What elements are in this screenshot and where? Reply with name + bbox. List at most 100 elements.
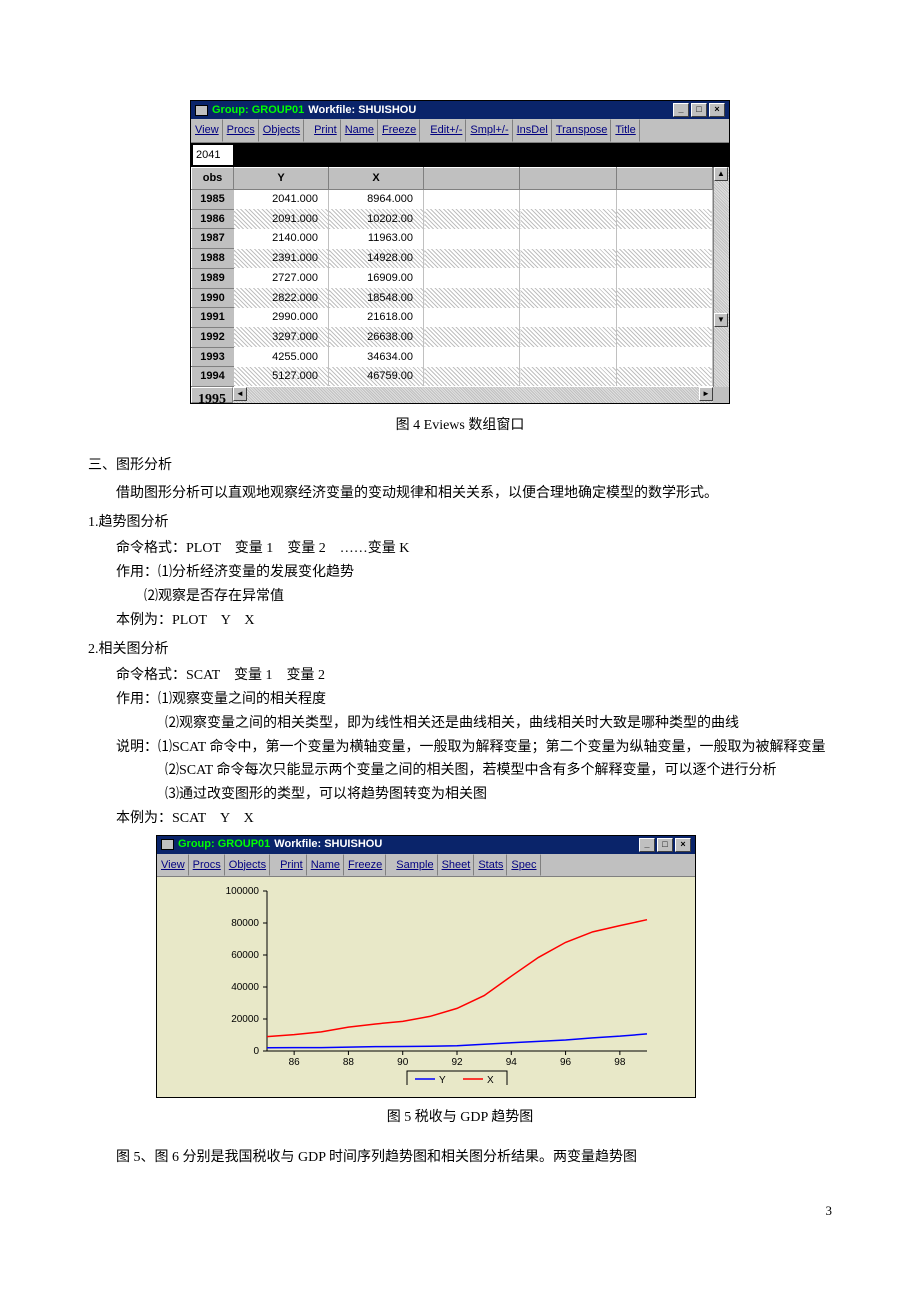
table-row[interactable]: 19934255.00034634.00 — [192, 347, 713, 367]
toolbar-btn-insdel[interactable]: InsDel — [513, 119, 552, 142]
svg-text:0: 0 — [253, 1046, 259, 1057]
window-icon — [195, 105, 208, 116]
toolbar-btn-name[interactable]: Name — [341, 119, 378, 142]
maximize-button[interactable]: □ — [657, 838, 673, 852]
toolbar-btn-name[interactable]: Name — [307, 854, 344, 877]
horizontal-scrollbar[interactable]: ◄ ► — [233, 387, 713, 403]
table-row[interactable]: 19882391.00014928.00 — [192, 249, 713, 269]
svg-text:94: 94 — [506, 1057, 518, 1068]
toolbar-btn-title[interactable]: Title — [611, 119, 639, 142]
toolbar-btn-print[interactable]: Print — [310, 119, 341, 142]
sub2-l4: 说明：⑴SCAT 命令中，第一个变量为横轴变量，一般取为解释变量；第二个变量为纵… — [88, 736, 832, 760]
sub1-l4: 本例为：PLOT Y X — [88, 609, 832, 633]
toolbar-btn-spec[interactable]: Spec — [507, 854, 540, 877]
formula-input[interactable]: 2041 — [192, 144, 234, 167]
toolbar-btn-sheet[interactable]: Sheet — [438, 854, 475, 877]
svg-text:Y: Y — [439, 1075, 446, 1085]
sub2-title: 2.相关图分析 — [88, 638, 832, 662]
sub2-l1: 命令格式：SCAT 变量 1 变量 2 — [88, 664, 832, 688]
table-row[interactable]: 19862091.00010202.00 — [192, 209, 713, 229]
page-number: 3 — [88, 1200, 832, 1222]
maximize-button[interactable]: □ — [691, 103, 707, 117]
toolbar-btn-view[interactable]: View — [191, 119, 223, 142]
minimize-button[interactable]: _ — [639, 838, 655, 852]
sub2-l5: ⑵SCAT 命令每次只能显示两个变量之间的相关图，若模型中含有多个解释变量，可以… — [88, 759, 832, 783]
toolbar-btn-procs[interactable]: Procs — [189, 854, 225, 877]
scroll-up-button[interactable]: ▲ — [714, 167, 728, 181]
svg-text:96: 96 — [560, 1057, 572, 1068]
toolbar-btn-freeze[interactable]: Freeze — [378, 119, 420, 142]
toolbar-btn-transpose[interactable]: Transpose — [552, 119, 612, 142]
sub2-l6: ⑶通过改变图形的类型，可以将趋势图转变为相关图 — [88, 783, 832, 807]
sub2-l7: 本例为：SCAT Y X — [88, 807, 832, 831]
table-row[interactable]: 19892727.00016909.00 — [192, 268, 713, 288]
figure4-caption: 图 4 Eviews 数组窗口 — [88, 414, 832, 438]
toolbar-btn-freeze[interactable]: Freeze — [344, 854, 386, 877]
sub1-l1: 命令格式：PLOT 变量 1 变量 2 ……变量 K — [88, 537, 832, 561]
scroll-left-button[interactable]: ◄ — [233, 387, 247, 401]
scroll-right-button[interactable]: ► — [699, 387, 713, 401]
svg-text:100000: 100000 — [226, 886, 260, 897]
svg-text:90: 90 — [397, 1057, 409, 1068]
window-controls: _ □ × — [673, 103, 725, 117]
col-header-y: Y — [234, 168, 329, 190]
close-button[interactable]: × — [709, 103, 725, 117]
col-header-obs: obs — [192, 168, 234, 190]
sub2-l3: ⑵观察变量之间的相关类型，即为线性相关还是曲线相关，曲线相关时大致是哪种类型的曲… — [88, 712, 832, 736]
window-icon — [161, 839, 174, 850]
table-row[interactable]: 19852041.0008964.000 — [192, 190, 713, 210]
window-title-workfile: Workfile: SHUISHOU — [274, 835, 382, 854]
minimize-button[interactable]: _ — [673, 103, 689, 117]
data-area: obsYX 19852041.0008964.00019862091.00010… — [191, 167, 729, 387]
section3-title: 三、图形分析 — [88, 454, 832, 478]
window-titlebar[interactable]: Group: GROUP01 Workfile: SHUISHOU _ □ × — [157, 836, 695, 854]
window-titlebar[interactable]: Group: GROUP01 Workfile: SHUISHOU _ □ × — [191, 101, 729, 119]
toolbar-btn-stats[interactable]: Stats — [474, 854, 507, 877]
toolbar-btn-procs[interactable]: Procs — [223, 119, 259, 142]
para1: 借助图形分析可以直观地观察经济变量的变动规律和相关关系，以便合理地确定模型的数学… — [88, 482, 832, 506]
svg-text:40000: 40000 — [231, 982, 259, 993]
eviews-data-window: Group: GROUP01 Workfile: SHUISHOU _ □ × … — [190, 100, 730, 404]
table-row[interactable]: 19912990.00021618.00 — [192, 308, 713, 328]
table-row[interactable]: 19872140.00011963.00 — [192, 229, 713, 249]
table-row[interactable]: 19945127.00046759.00 — [192, 367, 713, 387]
formula-bar: 2041 — [191, 143, 729, 168]
col-header-x: X — [329, 168, 424, 190]
vertical-scrollbar[interactable]: ▲ ▼ — [713, 167, 729, 387]
horizontal-scroll-row: 1995 ◄ ► — [191, 387, 729, 403]
toolbar-btn-objects[interactable]: Objects — [225, 854, 270, 877]
sub1-title: 1.趋势图分析 — [88, 511, 832, 535]
svg-text:88: 88 — [343, 1057, 355, 1068]
window-title-group: Group: GROUP01 — [212, 101, 304, 120]
svg-text:X: X — [487, 1075, 494, 1085]
toolbar-btn-sample[interactable]: Sample — [392, 854, 437, 877]
window-controls: _ □ × — [639, 838, 691, 852]
scroll-down-button[interactable]: ▼ — [714, 313, 728, 327]
data-table: obsYX 19852041.0008964.00019862091.00010… — [191, 167, 713, 387]
chart-area: 0200004000060000800001000008688909294969… — [157, 877, 695, 1097]
sub2-l2: 作用：⑴观察变量之间的相关程度 — [88, 688, 832, 712]
table-row[interactable]: 19923297.00026638.00 — [192, 327, 713, 347]
last-obs-cell: 1995 — [191, 387, 233, 403]
para2: 图 5、图 6 分别是我国税收与 GDP 时间序列趋势图和相关图分析结果。两变量… — [88, 1146, 832, 1170]
toolbar-btn-view[interactable]: View — [157, 854, 189, 877]
window-title-group: Group: GROUP01 — [178, 835, 270, 854]
svg-text:20000: 20000 — [231, 1014, 259, 1025]
sub1-l3: ⑵观察是否存在异常值 — [88, 585, 832, 609]
eviews-chart-window: Group: GROUP01 Workfile: SHUISHOU _ □ × … — [156, 835, 696, 1099]
toolbar-btn-edit[interactable]: Edit+/- — [426, 119, 466, 142]
svg-text:80000: 80000 — [231, 918, 259, 929]
toolbar-btn-objects[interactable]: Objects — [259, 119, 304, 142]
toolbar-btn-smpl[interactable]: Smpl+/- — [466, 119, 512, 142]
close-button[interactable]: × — [675, 838, 691, 852]
toolbar: ViewProcsObjects PrintNameFreeze SampleShe… — [157, 854, 695, 878]
resize-grip[interactable] — [713, 387, 729, 403]
toolbar: ViewProcsObjects PrintNameFreeze Edit+/-Sm… — [191, 119, 729, 143]
line-chart: 0200004000060000800001000008688909294969… — [217, 885, 657, 1085]
table-row[interactable]: 19902822.00018548.00 — [192, 288, 713, 308]
toolbar-btn-print[interactable]: Print — [276, 854, 307, 877]
svg-text:98: 98 — [614, 1057, 626, 1068]
window-title-workfile: Workfile: SHUISHOU — [308, 101, 416, 120]
figure5-caption: 图 5 税收与 GDP 趋势图 — [88, 1106, 832, 1130]
svg-text:86: 86 — [289, 1057, 301, 1068]
